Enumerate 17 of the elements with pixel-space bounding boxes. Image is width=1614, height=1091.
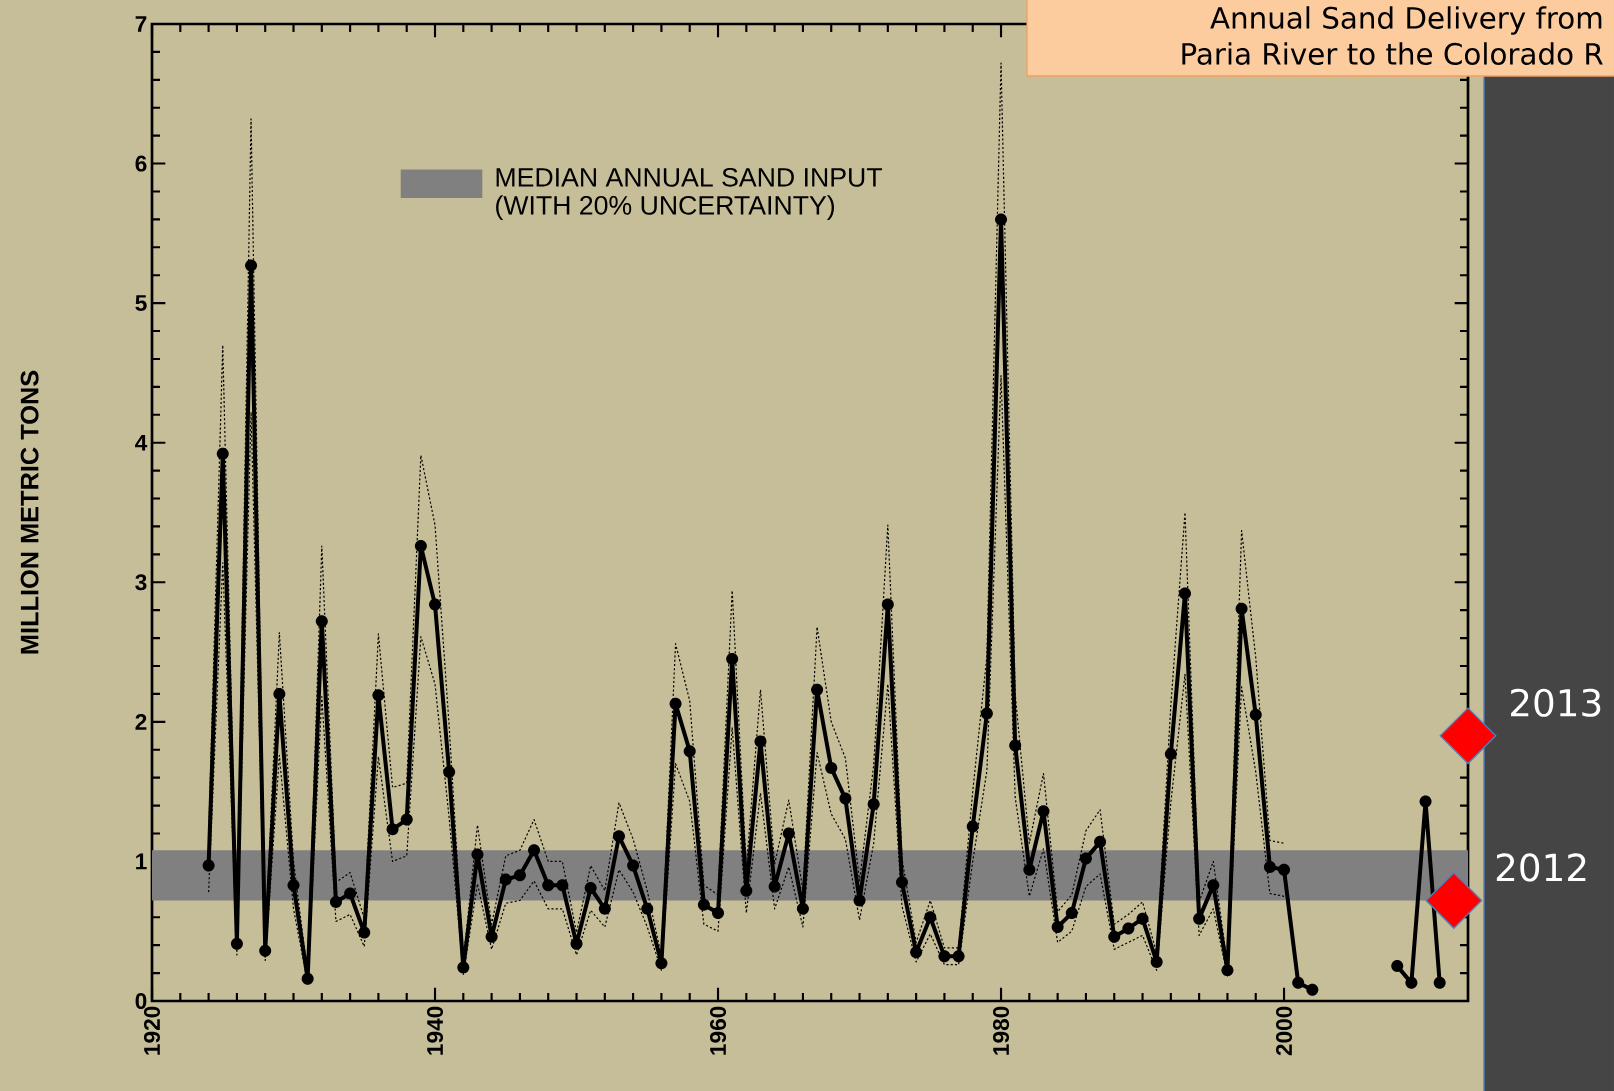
y-tick-label: 1 bbox=[136, 853, 147, 870]
y-tick-label: 5 bbox=[135, 295, 147, 312]
y-tick-label: 7 bbox=[135, 16, 147, 32]
annotation: 2013 bbox=[1511, 688, 1601, 717]
annotation: 2012 bbox=[1496, 853, 1586, 882]
x-tick-label: 1980 bbox=[993, 1006, 1010, 1055]
y-tick-label: 3 bbox=[135, 574, 147, 591]
legend-label: MEDIAN ANNUAL SAND INPUT (WITH 20% UNCERTAINTY) bbox=[496, 167, 882, 221]
y-tick-label: 6 bbox=[135, 155, 147, 172]
y-tick-label: 2 bbox=[135, 713, 147, 730]
x-tick-label: 2000 bbox=[1276, 1006, 1293, 1056]
x-tick-label: 1960 bbox=[710, 1006, 727, 1055]
y-tick-label: 4 bbox=[135, 434, 148, 451]
x-tick-label: 1940 bbox=[426, 1006, 444, 1055]
text: Paria River to the Colorado R bbox=[1182, 42, 1603, 65]
chart-title: Annual Sand Delivery from bbox=[1210, 6, 1602, 35]
y-axis-title: MILLION METRIC TONS bbox=[20, 370, 39, 654]
